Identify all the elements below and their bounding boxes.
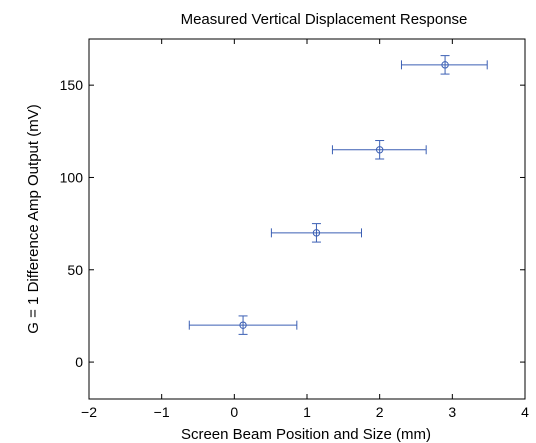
x-tick-label: 1 xyxy=(303,404,311,420)
data-marks xyxy=(189,56,487,335)
x-tick-label: 2 xyxy=(376,404,384,420)
y-axis-label: G = 1 Difference Amp Output (mV) xyxy=(25,104,42,333)
plot-area-frame xyxy=(89,39,525,399)
axis-ticks: −2 −1 0 1 2 3 4 0 50 100 150 xyxy=(60,39,529,420)
x-tick-label: −1 xyxy=(154,404,170,420)
x-tick-label: 3 xyxy=(448,404,456,420)
chart-title: Measured Vertical Displacement Response xyxy=(181,11,468,28)
y-tick-label: 50 xyxy=(67,262,83,278)
x-tick-label: 4 xyxy=(521,404,529,420)
x-axis-label: Screen Beam Position and Size (mm) xyxy=(181,426,431,443)
y-tick-label: 100 xyxy=(60,169,84,185)
x-tick-label: 0 xyxy=(230,404,238,420)
x-tick-label: −2 xyxy=(81,404,97,420)
y-tick-label: 150 xyxy=(60,77,84,93)
y-tick-label: 0 xyxy=(75,354,83,370)
